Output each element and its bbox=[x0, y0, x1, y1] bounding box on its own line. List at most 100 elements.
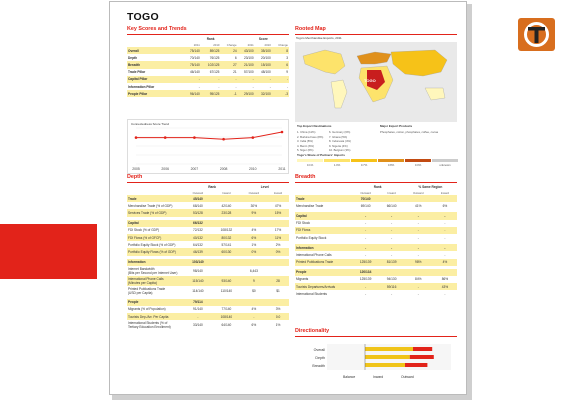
row-label-text: Merchandise Trade (% of GDP) bbox=[128, 203, 173, 208]
cell-value: 114/140 bbox=[192, 288, 204, 293]
cell-value: 108/132 bbox=[220, 228, 233, 233]
table-row: Portfolio Equity Flows (% of GDP) 46/139 6… bbox=[127, 248, 289, 256]
breadth-rank-header: Rank bbox=[373, 185, 382, 189]
directionality-legend-label: Balance bbox=[343, 375, 355, 379]
section-label: Capital bbox=[127, 219, 184, 227]
destination-item: 7. Ghana (5%) bbox=[329, 134, 348, 139]
cell-value: 66/140 bbox=[386, 203, 397, 208]
cell-value: - bbox=[379, 226, 404, 234]
directionality-legend-label: Inward bbox=[373, 375, 383, 379]
map-heading: Rooted Map bbox=[295, 26, 326, 32]
table-row: FDI Flows - - - - bbox=[295, 226, 457, 234]
column-header: 2011 bbox=[247, 42, 254, 47]
cell-value: 80/132 bbox=[212, 233, 241, 242]
row-label: Merchandise Trade bbox=[295, 202, 352, 209]
cell-value: - bbox=[391, 221, 393, 226]
row-label-text: Printed Publications Trade bbox=[128, 286, 166, 291]
row-label: Printed Publications Trade bbox=[295, 258, 352, 266]
cell-value: - bbox=[379, 244, 404, 252]
breadth-heading: Breadth bbox=[295, 174, 316, 180]
section-row: People 79/114 bbox=[127, 298, 289, 306]
cell-value bbox=[432, 268, 457, 276]
table-row: Capital Pillar - - - - - - bbox=[127, 75, 289, 83]
cell-value: 21 bbox=[233, 70, 237, 75]
table-row: Services Trade (% of GDP) 53/128 23/128 9% 1… bbox=[127, 209, 289, 217]
asia-shape bbox=[390, 49, 448, 77]
destination-item: 3. India (8%) bbox=[297, 139, 313, 143]
legend-label: 1.0% bbox=[333, 163, 341, 167]
cell-value: 20/100 bbox=[261, 55, 271, 60]
destination-item: 4. Benin (6%) bbox=[297, 143, 314, 148]
directionality-svg: Overall Depth Breadth Balance Inward Outward bbox=[312, 344, 451, 379]
row-label: Portfolio Equity Flows (% of GDP) bbox=[127, 248, 184, 256]
document-page[interactable]: TOGO Key Scores and Trends Rank Score 20… bbox=[109, 1, 467, 395]
column-header: Change bbox=[226, 42, 237, 47]
x-tick-label: 2007 bbox=[191, 167, 199, 171]
spacer-cell bbox=[127, 295, 184, 299]
legend-swatch bbox=[405, 159, 431, 162]
breadth-same-region-header: % Same Region bbox=[418, 185, 443, 189]
app-logo-icon[interactable] bbox=[518, 18, 555, 51]
cell-value: 46/140 bbox=[190, 70, 200, 75]
cell-value: 79/114 bbox=[183, 298, 213, 306]
cell-value: - bbox=[391, 235, 393, 240]
spacer-row bbox=[295, 265, 457, 269]
section-label: Information bbox=[295, 244, 352, 252]
section-label: Information bbox=[127, 258, 184, 266]
row-label: Depth bbox=[128, 55, 138, 60]
country-title: TOGO bbox=[127, 11, 159, 23]
cell-value: 95/125 bbox=[200, 90, 221, 98]
cell-value: 57/100 bbox=[243, 70, 254, 75]
row-label-text: FDI Stock (% of GDP) bbox=[128, 228, 160, 233]
cell-value: 24 bbox=[220, 47, 238, 55]
cell-value: - bbox=[365, 252, 367, 257]
trend-point bbox=[251, 136, 255, 139]
share-legend: 0.1% 1.0% 0.7% 0.8% 0.0% unknown bbox=[297, 159, 458, 168]
spacer-cell bbox=[295, 265, 352, 269]
share-title: Togo's Share of Partners' Imports bbox=[297, 153, 345, 157]
key-scores-heading: Key Scores and Trends bbox=[127, 26, 187, 32]
row-label-text: FDI Flows (% of GFCF) bbox=[128, 235, 162, 240]
score-group-header: Score bbox=[258, 37, 268, 41]
section-label: People bbox=[127, 298, 184, 306]
row-label-text: Tourists Departures/Arrivals bbox=[296, 284, 336, 289]
cell-value: - bbox=[432, 244, 457, 252]
red-accent-bar bbox=[0, 224, 97, 279]
cell-value: - bbox=[403, 226, 433, 234]
cell-value bbox=[267, 195, 289, 203]
legend-swatch bbox=[297, 159, 323, 162]
cell-value: 29/100 bbox=[237, 90, 255, 98]
section-row: Information 103/140 bbox=[127, 258, 289, 266]
map-caption: Togo's Merchandise Exports, 2011 bbox=[296, 36, 342, 40]
cell-value: 125/139 bbox=[359, 277, 372, 282]
cell-value: - bbox=[220, 75, 238, 83]
row-label: FDI Stock (% of GDP) bbox=[127, 227, 184, 234]
row-label: Overall bbox=[127, 47, 184, 55]
depth-rank-header: Rank bbox=[208, 185, 217, 189]
cell-value bbox=[212, 266, 240, 276]
column-header: Change bbox=[278, 42, 288, 47]
cell-value: 6% bbox=[442, 203, 448, 208]
directionality-bar bbox=[365, 355, 410, 359]
column-header: Outward bbox=[192, 190, 204, 195]
cell-value bbox=[212, 298, 241, 306]
section-row: People 120/134 bbox=[295, 268, 457, 276]
table-row: Depth 70/140 76/125 6 23/100 20/100 3 bbox=[127, 54, 289, 61]
cell-value: - bbox=[379, 212, 404, 220]
cell-value: -3 bbox=[271, 90, 289, 98]
major-products-text: Phosphates, cotton, phosphates, coffee, … bbox=[380, 130, 439, 134]
row-label: Migrants (% of Population) bbox=[127, 306, 184, 313]
cell-value: 77/140 bbox=[221, 307, 232, 312]
legend-swatch bbox=[432, 159, 458, 162]
row-label-text: Printed Publications Trade bbox=[296, 260, 334, 265]
section-row: Trade 45/140 bbox=[127, 195, 289, 203]
destination-item: 9. Nigeria (4%) bbox=[329, 143, 348, 148]
cell-value: 11% bbox=[267, 233, 289, 242]
world-map-svg bbox=[302, 49, 448, 109]
cell-value: 2% bbox=[275, 242, 281, 247]
row-label: Printed Publications Trade (USD per Capit… bbox=[127, 286, 184, 296]
map-country-label: TOGO bbox=[364, 78, 376, 83]
legend-label: 0.0% bbox=[414, 163, 422, 167]
cell-value: - bbox=[351, 226, 380, 234]
